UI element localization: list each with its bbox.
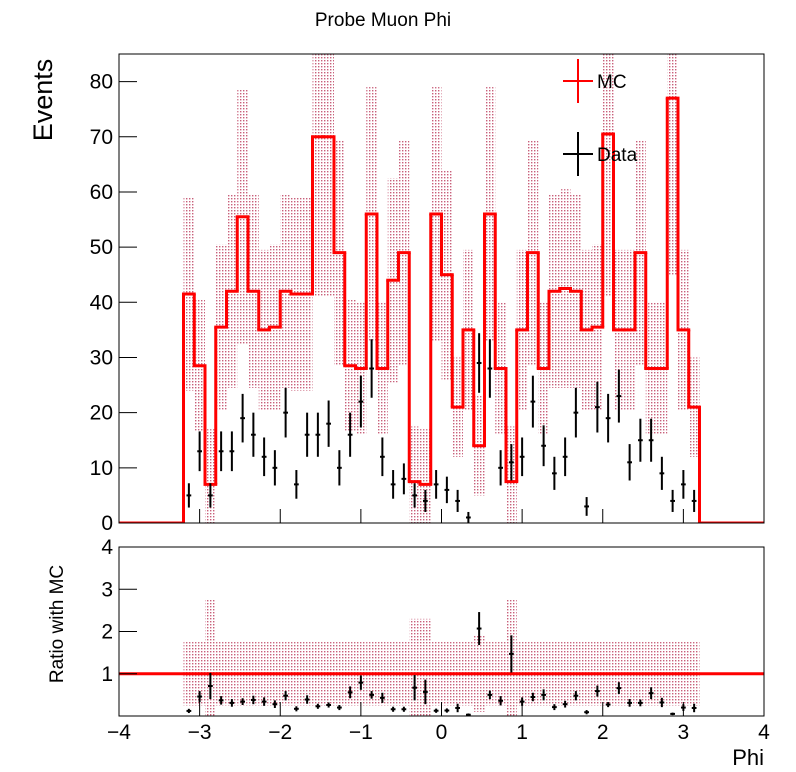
legend-label: MC — [597, 72, 627, 93]
x-tick-label: 0 — [436, 721, 448, 744]
y-tick-label: 40 — [90, 291, 113, 314]
y-tick-label: 60 — [90, 181, 113, 204]
y-axis-label: Events — [28, 59, 58, 142]
ratio-band — [409, 618, 420, 716]
x-tick-label: 3 — [678, 721, 690, 744]
plot-area — [119, 599, 764, 716]
ratio-band — [205, 599, 216, 716]
error-band — [419, 429, 431, 523]
y-tick-label: 3 — [101, 578, 113, 601]
legend-label: Data — [597, 145, 638, 166]
error-band — [602, 54, 614, 297]
x-tick-label: −3 — [188, 721, 212, 744]
y-axis-label: Ratio with MC — [47, 565, 68, 683]
error-band — [409, 426, 420, 523]
ratio-band — [419, 618, 431, 716]
y-tick-label: 70 — [90, 126, 113, 149]
chart-title: Probe Muon Phi — [315, 10, 451, 31]
error-band — [667, 54, 678, 275]
y-tick-label: 80 — [90, 71, 113, 94]
error-band — [312, 54, 324, 297]
y-tick-label: 0 — [101, 512, 113, 535]
y-tick-label: 2 — [101, 621, 113, 644]
x-tick-label: 2 — [597, 721, 609, 744]
y-tick-label: 30 — [90, 346, 113, 369]
error-band — [323, 54, 335, 297]
x-tick-label: 4 — [758, 721, 770, 744]
y-tick-label: 50 — [90, 236, 113, 259]
error-band — [205, 429, 216, 523]
x-tick-label: −1 — [349, 721, 373, 744]
x-axis-label: Phi — [732, 745, 764, 770]
x-tick-label: −2 — [268, 721, 292, 744]
y-tick-label: 1 — [101, 663, 113, 686]
x-tick-label: −4 — [107, 721, 131, 744]
y-tick-label: 10 — [90, 457, 113, 480]
x-tick-label: 1 — [516, 721, 528, 744]
y-tick-label: 20 — [90, 402, 113, 425]
y-tick-label: 4 — [101, 536, 113, 559]
plot-area — [119, 54, 764, 523]
